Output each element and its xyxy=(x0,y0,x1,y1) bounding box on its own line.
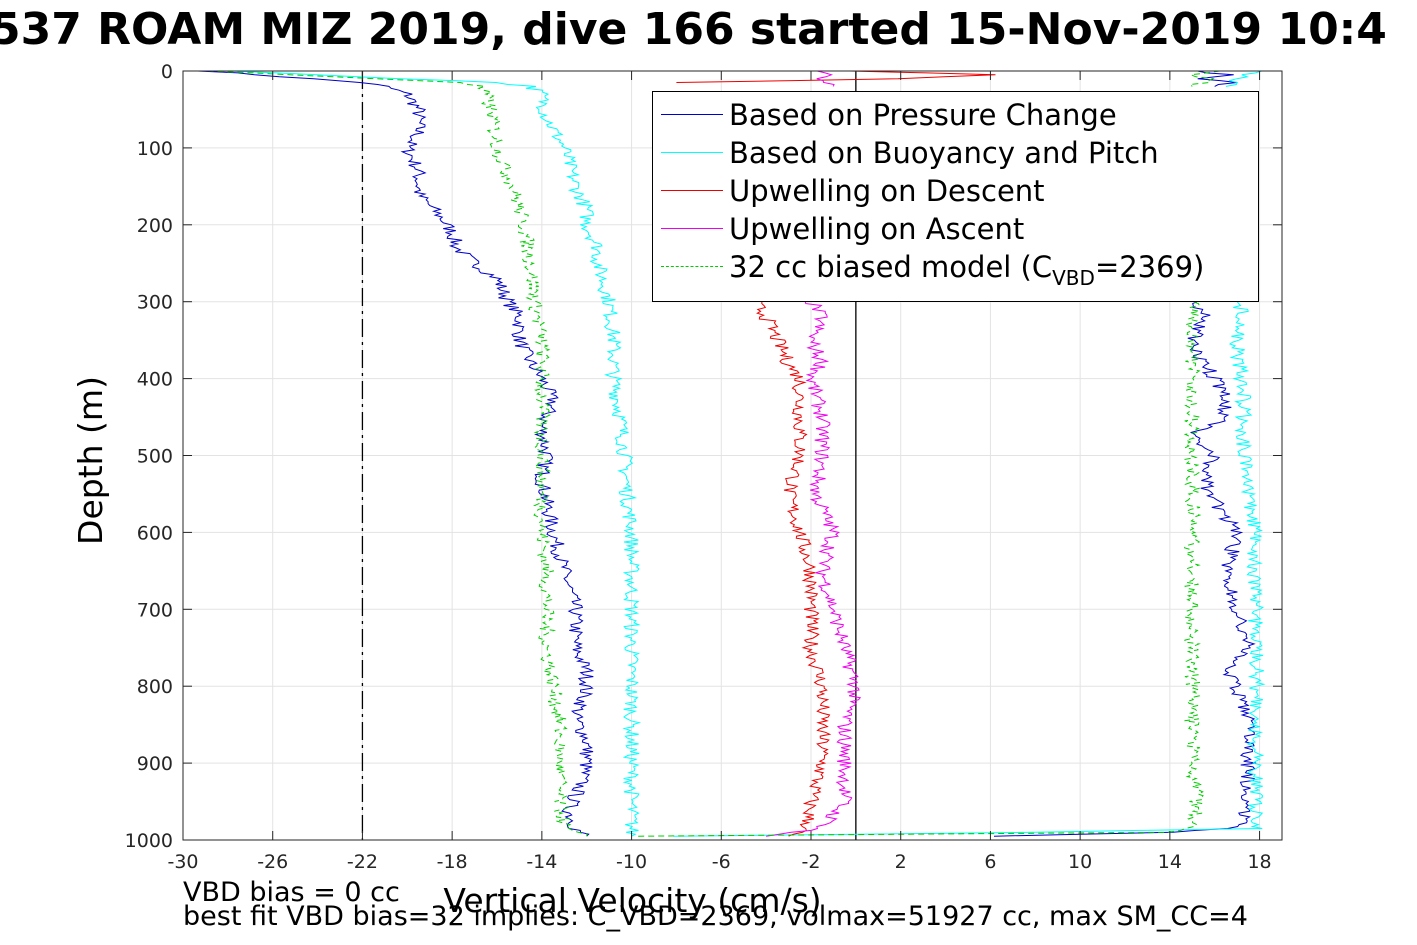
series-line xyxy=(993,301,1257,837)
y-tick-label: 400 xyxy=(137,369,173,391)
x-tick-label: 10 xyxy=(1068,851,1092,873)
y-tick-label: 600 xyxy=(137,522,173,544)
series-3 xyxy=(676,70,996,837)
legend-label: 32 cc biased model (CVBD=2369) xyxy=(729,250,1205,290)
legend-label: Based on Pressure Change xyxy=(729,98,1117,132)
series-4 xyxy=(766,70,862,837)
y-tick-label: 1000 xyxy=(125,830,173,852)
series-2 xyxy=(228,70,1266,837)
legend-swatch xyxy=(661,190,723,191)
x-tick-label: -18 xyxy=(437,851,468,873)
x-tick-label: -6 xyxy=(712,851,731,873)
legend-label: Upwelling on Descent xyxy=(729,174,1045,208)
series-line xyxy=(766,301,862,837)
legend-item: Based on Pressure Change xyxy=(653,96,1258,134)
legend-swatch xyxy=(661,114,723,115)
legend-label: Based on Buoyancy and Pitch xyxy=(729,136,1159,170)
y-tick-label: 100 xyxy=(137,138,173,160)
series-5 xyxy=(207,70,1220,837)
series-line xyxy=(207,70,588,837)
y-axis-label: Depth (m) xyxy=(71,376,110,545)
series-line xyxy=(756,301,832,837)
series-line xyxy=(197,70,595,837)
y-tick-label: 300 xyxy=(137,292,173,314)
y-tick-label: 900 xyxy=(137,753,173,775)
legend-item: Upwelling on Ascent xyxy=(653,210,1258,248)
y-tick-label: 0 xyxy=(161,61,173,83)
legend-swatch xyxy=(661,152,723,153)
y-tick-label: 200 xyxy=(137,215,173,237)
y-tick-label: 800 xyxy=(137,676,173,698)
chart-legend: Based on Pressure Change Based on Buoyanc… xyxy=(652,91,1259,302)
legend-swatch xyxy=(661,228,723,229)
x-tick-label: 6 xyxy=(984,851,996,873)
series-1 xyxy=(197,70,1257,837)
y-tick-label: 500 xyxy=(137,446,173,468)
x-tick-label: 14 xyxy=(1158,851,1182,873)
x-tick-label: 18 xyxy=(1247,851,1271,873)
legend-label: Upwelling on Ascent xyxy=(729,212,1025,246)
footer-vbd-bias: VBD bias = 0 cc xyxy=(183,877,400,908)
x-tick-label: -30 xyxy=(167,851,198,873)
data-series xyxy=(197,70,1266,837)
y-tick-group: 0 100 200 300 400 500 600 700 800 900 1000 xyxy=(125,61,1282,852)
series-line xyxy=(228,70,642,837)
y-tick-label: 700 xyxy=(137,599,173,621)
x-tick-label: -26 xyxy=(257,851,288,873)
series-line xyxy=(816,70,835,87)
x-axis-label: Vertical Velocity (cm/s) xyxy=(443,881,821,920)
x-tick-label: -22 xyxy=(347,851,378,873)
x-tick-label: -14 xyxy=(526,851,557,873)
legend-item: Based on Buoyancy and Pitch xyxy=(653,134,1258,172)
legend-item: 32 cc biased model (CVBD=2369) xyxy=(653,248,1258,290)
series-line xyxy=(1188,70,1220,87)
series-line xyxy=(673,301,1266,837)
x-tick-group: -30 -26 -22 -18 -14 -10 -6 -2 2 6 10 14 18 xyxy=(167,71,1272,873)
series-line xyxy=(676,70,996,83)
footer-best-fit: best fit VBD bias=32 implies: C_VBD=2369… xyxy=(183,902,1248,932)
x-tick-label: 2 xyxy=(895,851,907,873)
series-line xyxy=(1197,70,1238,87)
legend-swatch xyxy=(661,266,723,267)
series-line xyxy=(638,301,1204,837)
series-line xyxy=(1225,70,1262,87)
x-tick-label: -10 xyxy=(616,851,647,873)
x-tick-label: -2 xyxy=(802,851,821,873)
legend-item: Upwelling on Descent xyxy=(653,172,1258,210)
chart-title: 537 ROAM MIZ 2019, dive 166 started 15-N… xyxy=(0,4,1387,55)
